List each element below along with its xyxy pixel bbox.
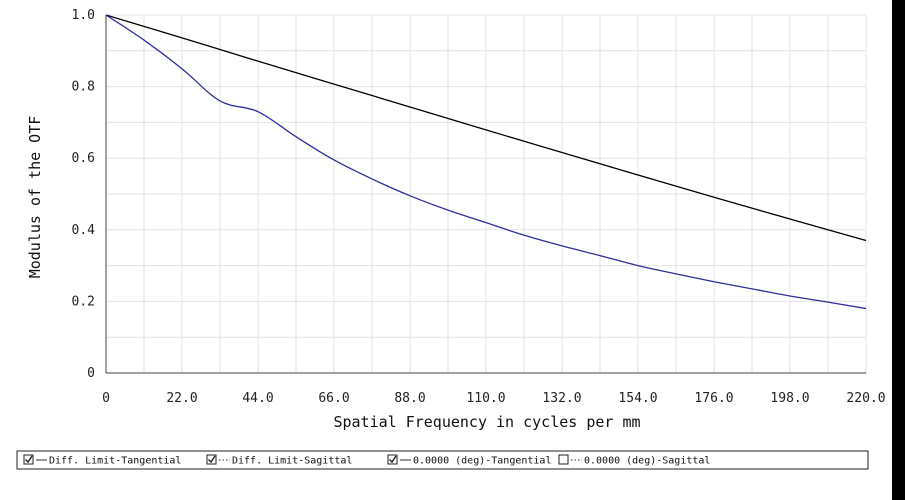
x-tick-label: 220.0: [846, 391, 885, 406]
x-tick-label: 154.0: [618, 391, 657, 406]
legend-checkbox[interactable]: [387, 454, 398, 465]
x-axis-label: Spatial Frequency in cycles per mm: [333, 413, 640, 431]
legend-checkbox[interactable]: [23, 454, 34, 465]
x-tick-labels: 0 22.0 44.0 66.0 88.0 110.0 132.0 154.0 176.0 198…: [102, 391, 885, 406]
axes: [105, 15, 866, 374]
legend: Diff. Limit-Tangential Diff. Limit-Sagitt…: [16, 450, 869, 470]
legend-item[interactable]: Diff. Limit-Tangential: [23, 454, 181, 467]
checkmark-icon: [389, 455, 397, 464]
legend-label: Diff. Limit-Sagittal: [232, 456, 352, 467]
y-tick-label: 0.4: [72, 223, 96, 238]
window-edge: [892, 0, 905, 500]
grid: [105, 14, 867, 374]
series-line-1: [105, 14, 867, 242]
legend-checkbox[interactable]: [206, 454, 217, 465]
x-tick-label: 66.0: [318, 391, 349, 406]
y-tick-label: 0.8: [72, 80, 95, 95]
x-tick-label: 22.0: [166, 391, 197, 406]
checkmark-icon: [208, 455, 216, 464]
y-axis-label: Modulus of the OTF: [26, 116, 44, 279]
legend-item[interactable]: 0.0000 (deg)-Tangential: [387, 454, 551, 467]
legend-label: 0.0000 (deg)-Sagittal: [584, 456, 710, 467]
series-lines: [105, 14, 867, 310]
x-tick-label: 198.0: [770, 391, 809, 406]
y-tick-label: 1.0: [72, 8, 95, 23]
x-tick-label: 110.0: [466, 391, 505, 406]
legend-item[interactable]: 0.0000 (deg)-Sagittal: [558, 454, 710, 467]
x-tick-label: 44.0: [242, 391, 273, 406]
x-tick-label: 0: [102, 391, 110, 406]
checkmark-icon: [25, 455, 33, 464]
y-tick-labels: 0 0.2 0.4 0.6 0.8 1.0: [72, 8, 96, 381]
legend-label: 0.0000 (deg)-Tangential: [413, 456, 551, 467]
y-tick-label: 0: [87, 366, 95, 381]
legend-item[interactable]: Diff. Limit-Sagittal: [206, 454, 352, 467]
legend-label: Diff. Limit-Tangential: [49, 456, 181, 467]
legend-items: Diff. Limit-Tangential Diff. Limit-Sagitt…: [23, 454, 710, 467]
y-tick-label: 0.2: [72, 294, 95, 309]
legend-checkbox[interactable]: [558, 454, 569, 465]
y-tick-label: 0.6: [72, 151, 95, 166]
x-tick-label: 88.0: [394, 391, 425, 406]
x-tick-label: 176.0: [694, 391, 733, 406]
series-line-2: [105, 14, 867, 310]
x-tick-label: 132.0: [542, 391, 581, 406]
legend-frame: [16, 450, 869, 470]
